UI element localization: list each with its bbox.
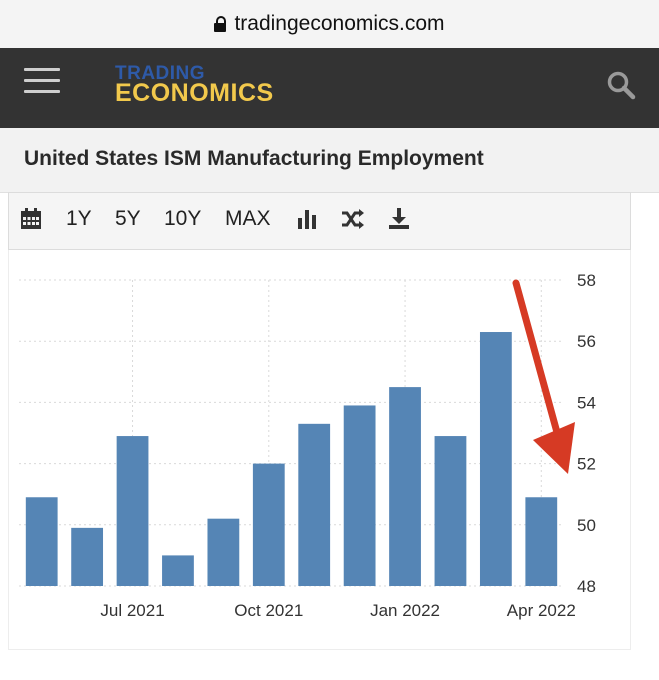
x-tick-label: Oct 2021: [234, 601, 303, 620]
range-1y-button[interactable]: 1Y: [66, 207, 92, 230]
shuffle-icon[interactable]: [340, 207, 364, 231]
site-header: TRADING ECONOMICS: [0, 48, 659, 128]
hamburger-icon[interactable]: [24, 68, 60, 96]
download-icon[interactable]: [387, 207, 411, 231]
lock-icon: [214, 16, 227, 32]
logo-line-1: TRADING: [115, 63, 206, 84]
bar[interactable]: [71, 527, 104, 586]
bar[interactable]: [116, 436, 149, 586]
y-tick-label: 48: [577, 577, 596, 596]
x-tick-label: Jan 2022: [370, 601, 440, 620]
browser-url-bar[interactable]: tradingeconomics.com: [0, 0, 659, 48]
y-tick-label: 52: [577, 455, 596, 474]
calendar-icon[interactable]: [19, 207, 43, 231]
y-tick-label: 56: [577, 332, 596, 351]
bar[interactable]: [252, 463, 285, 586]
y-tick-label: 54: [577, 393, 596, 412]
bar[interactable]: [162, 555, 194, 586]
y-tick-label: 50: [577, 516, 596, 535]
bar[interactable]: [207, 518, 240, 586]
bar[interactable]: [479, 332, 512, 586]
y-tick-label: 58: [577, 271, 596, 290]
search-icon[interactable]: [606, 70, 636, 100]
logo-line-2: ECONOMICS: [115, 79, 274, 107]
url-text: tradingeconomics.com: [234, 12, 445, 35]
bar-chart-icon[interactable]: [295, 207, 319, 231]
bar[interactable]: [298, 423, 331, 586]
page-title-bar: United States ISM Manufacturing Employme…: [0, 128, 659, 193]
range-5y-button[interactable]: 5Y: [115, 207, 141, 230]
x-tick-label: Apr 2022: [507, 601, 576, 620]
chart-toolbar: 1Y 5Y 10Y MAX: [8, 192, 631, 250]
site-logo[interactable]: TRADING ECONOMICS: [115, 64, 274, 106]
bar-chart: 48 50 52 54 56 58 Jul 2021 Oct 2021 Jan 2022 Apr …: [19, 271, 596, 620]
range-10y-button[interactable]: 10Y: [164, 207, 202, 230]
annotation-arrow-shaft: [512, 279, 562, 440]
x-tick-label: Jul 2021: [100, 601, 164, 620]
bar[interactable]: [343, 405, 376, 586]
page-title: United States ISM Manufacturing Employme…: [24, 147, 484, 170]
bar[interactable]: [525, 497, 558, 586]
range-max-button[interactable]: MAX: [225, 207, 271, 230]
url-display[interactable]: tradingeconomics.com: [214, 12, 445, 36]
bar[interactable]: [434, 436, 467, 586]
annotation-arrow-head: [533, 422, 575, 474]
bar[interactable]: [25, 497, 58, 586]
chart-panel: 48 50 52 54 56 58 Jul 2021 Oct 2021 Jan 2022 Apr …: [8, 250, 631, 650]
bar[interactable]: [389, 387, 421, 586]
